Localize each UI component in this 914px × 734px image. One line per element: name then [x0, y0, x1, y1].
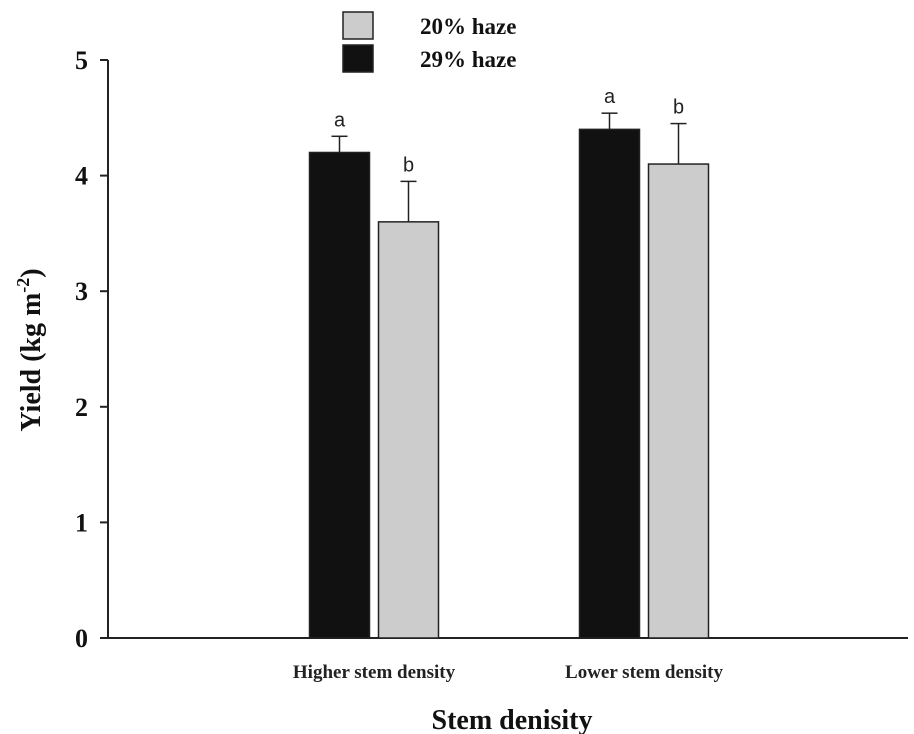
y-tick-label: 1 [75, 508, 88, 537]
legend: 20% haze 29% haze [342, 11, 516, 73]
y-axis-title-superscript: -2 [13, 278, 33, 293]
y-tick-label: 4 [75, 162, 88, 191]
bar [308, 151, 371, 639]
bar [578, 128, 641, 639]
significance-letter: a [334, 109, 346, 131]
legend-swatch [342, 44, 374, 73]
y-axis-title-main: Yield (kg m [16, 293, 47, 432]
x-tick-label: Lower stem density [565, 662, 723, 683]
legend-swatch [342, 11, 374, 40]
legend-label: 29% haze [420, 47, 516, 72]
axes: 0 1 2 3 4 5 [75, 46, 908, 653]
bar [647, 163, 710, 639]
significance-letter: a [604, 86, 616, 108]
legend-label: 20% haze [420, 14, 516, 39]
x-axis-title: Stem denisity [432, 705, 593, 734]
y-tick-label: 2 [75, 393, 88, 422]
y-axis-title: Yield (kg m-2) [13, 268, 47, 431]
y-tick-label: 0 [75, 624, 88, 653]
significance-letter: b [673, 97, 684, 119]
significance-letter: b [403, 154, 414, 176]
y-axis-title-suffix: ) [16, 268, 47, 277]
y-tick-label: 5 [75, 46, 88, 75]
bars [308, 112, 710, 639]
labels: a b Higher stem density a b Lower stem densit… [293, 86, 724, 683]
y-tick-label: 3 [75, 277, 88, 306]
x-tick-label: Higher stem density [293, 662, 456, 683]
bar [377, 221, 440, 639]
